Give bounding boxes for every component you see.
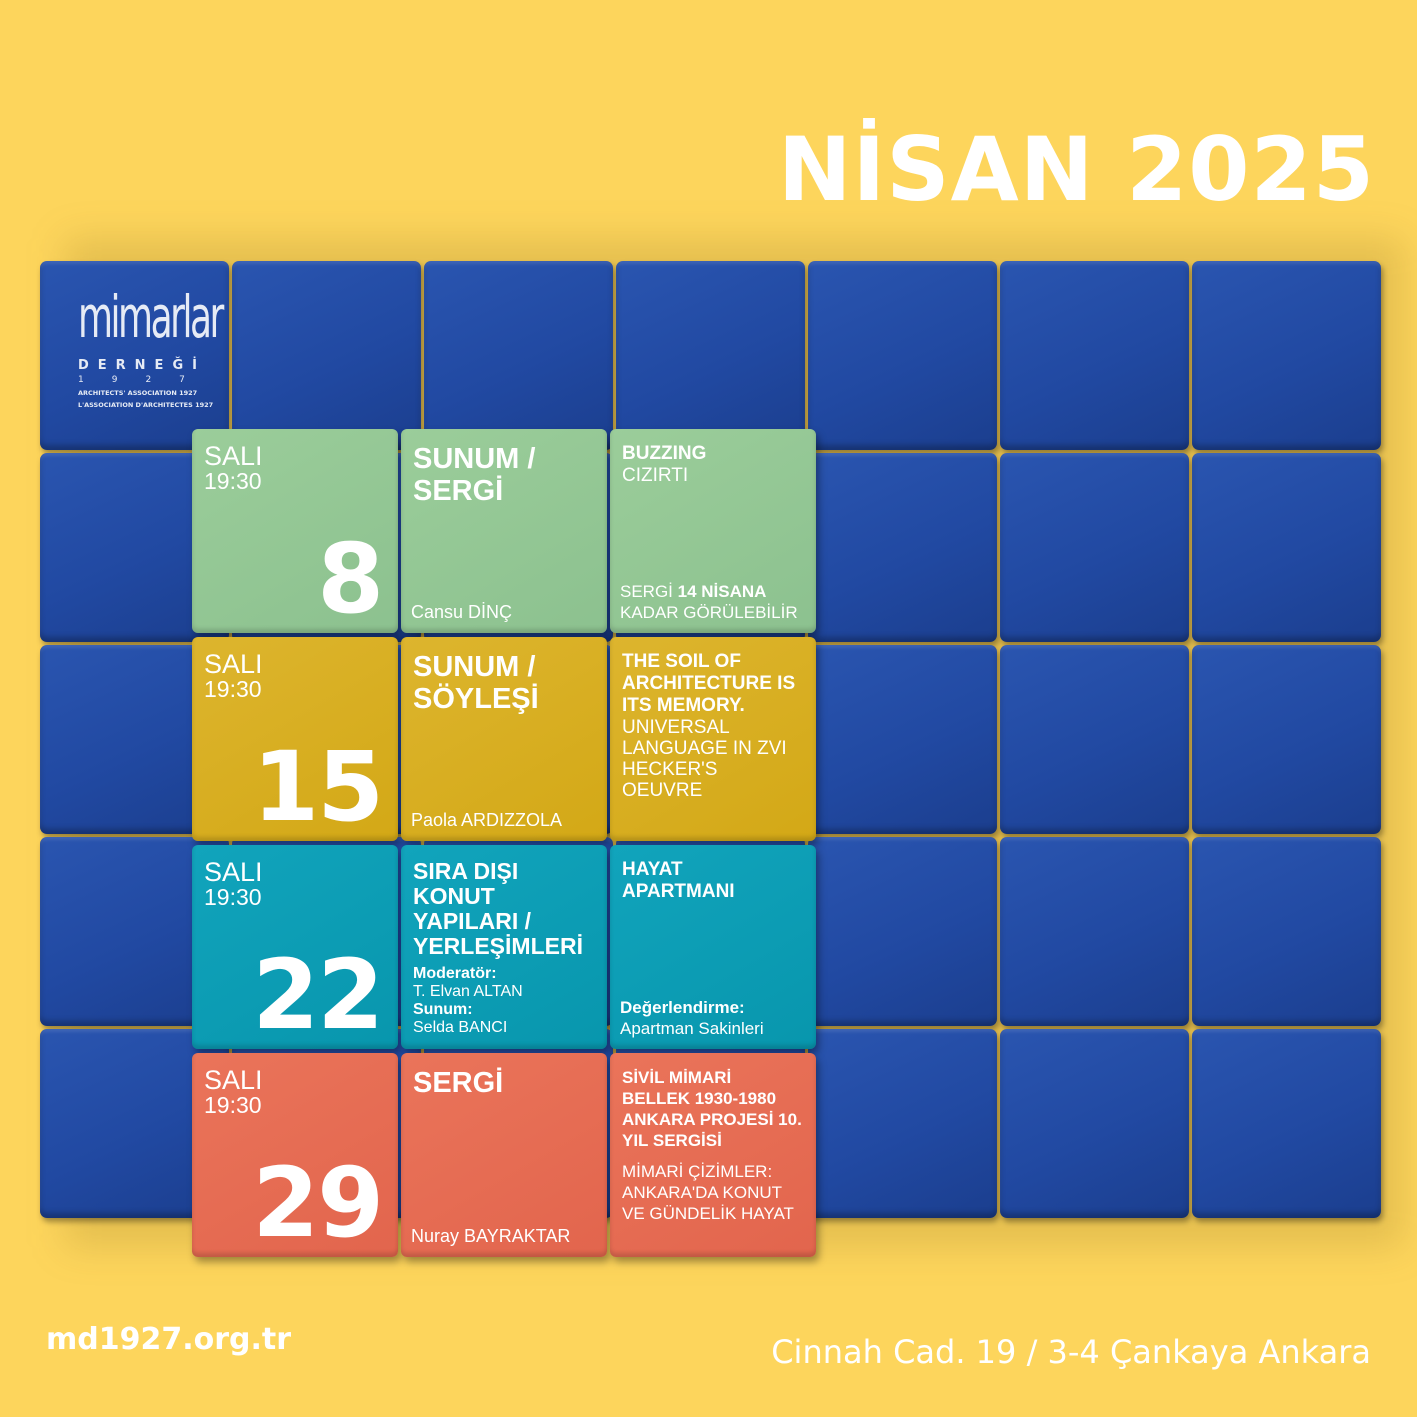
- time-label: 19:30: [204, 1092, 262, 1118]
- grid-cube: [1000, 453, 1189, 642]
- time-label: 19:30: [204, 884, 262, 910]
- event-title: HAYAT APARTMANI: [622, 859, 735, 902]
- event-title: SİVİL MİMARİ BELLEK 1930-1980 ANKARA PRO…: [622, 1068, 802, 1150]
- grid-cube: [1192, 453, 1381, 642]
- title-tile-22: HAYAT APARTMANI Değerlendirme: Apartman …: [610, 845, 816, 1049]
- date-number: 29: [252, 1147, 384, 1257]
- presenter-name: Paola ARDIZZOLA: [411, 810, 563, 830]
- event-type: SUNUM / SÖYLEŞİ: [413, 651, 539, 715]
- time-label: 19:30: [204, 676, 262, 702]
- grid-cube: [808, 261, 997, 450]
- grid-cube: [808, 1029, 997, 1218]
- title-tile-8: BUZZING CIZIRTI SERGİ 14 NİSANA KADAR GÖ…: [610, 429, 816, 633]
- grid-cube: [1000, 645, 1189, 834]
- moderator-name: T. Elvan ALTAN: [413, 983, 523, 1000]
- date-number: 8: [317, 523, 384, 633]
- day-label: SALI: [204, 857, 263, 887]
- note-suffix: KADAR GÖRÜLEBİLİR: [620, 603, 798, 622]
- moderator-info: Moderatör: T. Elvan ALTAN Sunum: Selda B…: [413, 965, 595, 1037]
- event-subtitle: UNIVERSAL LANGUAGE IN ZVI HECKER'S OEUVR…: [622, 717, 787, 801]
- type-tile-29: SERGİ Nuray BAYRAKTAR: [401, 1053, 607, 1257]
- presenter-label: Sunum:: [413, 1001, 473, 1018]
- date-tile-8: SALI 19:30 8: [192, 429, 398, 633]
- event-title: THE SOIL OF ARCHITECTURE IS ITS MEMORY.: [622, 651, 796, 716]
- type-tile-8: SUNUM / SERGİ Cansu DİNÇ: [401, 429, 607, 633]
- logo-wordmark: mimarlar: [78, 283, 224, 351]
- grid-cube: [808, 645, 997, 834]
- presenter-name: Selda BANCI: [413, 1019, 508, 1036]
- grid-cube: [1192, 645, 1381, 834]
- grid-cube: [1192, 837, 1381, 1026]
- note-prefix: SERGİ: [620, 582, 678, 601]
- day-label: SALI: [204, 441, 263, 471]
- grid-cube: [616, 261, 805, 450]
- moderator-label: Moderatör:: [413, 965, 497, 982]
- logo-assoc-fr: L'ASSOCIATION D'ARCHITECTES 1927: [78, 401, 214, 409]
- grid-cube: [808, 453, 997, 642]
- grid-cube: [1000, 1029, 1189, 1218]
- presenter-name: Cansu DİNÇ: [411, 602, 513, 622]
- page-title: NİSAN 2025: [777, 118, 1375, 221]
- presenter-name: Nuray BAYRAKTAR: [411, 1226, 571, 1246]
- day-label: SALI: [204, 1065, 263, 1095]
- date-number: 22: [252, 939, 384, 1049]
- event-subtitle: CIZIRTI: [622, 465, 689, 486]
- date-tile-22: SALI 19:30 22: [192, 845, 398, 1049]
- grid-cube: [40, 261, 229, 450]
- type-tile-22: SIRA DIŞI KONUT YAPILARI / YERLEŞİMLERİ …: [401, 845, 607, 1049]
- event-type: SERGİ: [413, 1067, 504, 1099]
- title-tile-29: SİVİL MİMARİ BELLEK 1930-1980 ANKARA PRO…: [610, 1053, 816, 1257]
- date-tile-15: SALI 19:30 15: [192, 637, 398, 841]
- logo: mimarlar DERNEĞİ 1927 ARCHITECTS' ASSOCI…: [78, 283, 224, 409]
- time-label: 19:30: [204, 468, 262, 494]
- note-date: 14 NİSANA: [677, 582, 767, 601]
- grid-cube: [1192, 1029, 1381, 1218]
- event-subtitle: MİMARİ ÇİZİMLER: ANKARA'DA KONUT VE GÜND…: [622, 1162, 794, 1223]
- logo-year: 1927: [78, 375, 213, 385]
- logo-assoc-en: ARCHITECTS' ASSOCIATION 1927: [78, 389, 198, 397]
- address-text: Cinnah Cad. 19 / 3-4 Çankaya Ankara: [771, 1333, 1371, 1371]
- grid-cube: [232, 261, 421, 450]
- date-number: 15: [252, 731, 384, 841]
- grid-cube: [1192, 261, 1381, 450]
- event-type: SIRA DIŞI KONUT YAPILARI / YERLEŞİMLERİ: [413, 858, 583, 959]
- review-info: Değerlendirme: Apartman Sakinleri: [620, 997, 764, 1039]
- grid-cube: [1000, 837, 1189, 1026]
- date-tile-29: SALI 19:30 29: [192, 1053, 398, 1257]
- event-title: BUZZING: [622, 443, 707, 464]
- grid-cube: [808, 837, 997, 1026]
- type-tile-15: SUNUM / SÖYLEŞİ Paola ARDIZZOLA: [401, 637, 607, 841]
- exhibition-note: SERGİ 14 NİSANA KADAR GÖRÜLEBİLİR: [620, 581, 798, 623]
- day-label: SALI: [204, 649, 263, 679]
- grid-cube: [1000, 261, 1189, 450]
- event-type: SUNUM / SERGİ: [413, 443, 536, 507]
- grid-cube: [424, 261, 613, 450]
- review-value: Apartman Sakinleri: [620, 1019, 764, 1038]
- website-link[interactable]: md1927.org.tr: [46, 1322, 292, 1357]
- review-label: Değerlendirme:: [620, 998, 745, 1017]
- title-tile-15: THE SOIL OF ARCHITECTURE IS ITS MEMORY. …: [610, 637, 816, 841]
- logo-org: DERNEĞİ: [78, 358, 206, 373]
